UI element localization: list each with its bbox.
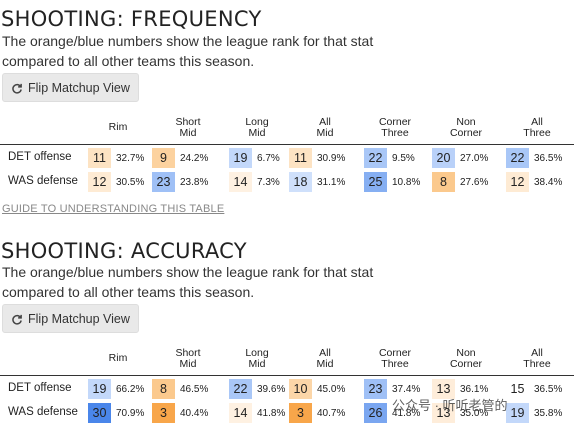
pct-value: 41.8%: [392, 408, 421, 419]
pct-value: 70.9%: [116, 408, 145, 419]
rank-cell: 22: [506, 148, 529, 168]
frequency-subtitle: The orange/blue numbers show the league …: [2, 33, 374, 69]
watermark: 公众号 · 听听老管的: [392, 398, 508, 413]
pct-value: 66.2%: [116, 384, 145, 395]
rank-cell: 23: [364, 379, 387, 399]
rank-cell: 25: [364, 172, 387, 192]
pct-value: 6.7%: [257, 153, 280, 164]
pct-value: 24.2%: [180, 153, 209, 164]
column-header: All Three: [523, 347, 551, 370]
flip-matchup-label: Flip Matchup View: [28, 80, 130, 95]
pct-value: 38.4%: [534, 177, 563, 188]
flip-matchup-button[interactable]: Flip Matchup View: [2, 304, 139, 333]
row-label: WAS defense: [8, 406, 78, 418]
column-header: Short Mid: [175, 116, 201, 139]
rank-cell: 30: [88, 403, 111, 423]
pct-value: 45.0%: [317, 384, 346, 395]
flip-matchup-button[interactable]: Flip Matchup View: [2, 73, 139, 102]
pct-value: 27.0%: [460, 153, 489, 164]
rank-cell: 14: [229, 172, 252, 192]
pct-value: 27.6%: [460, 177, 489, 188]
pct-value: 31.1%: [317, 177, 346, 188]
column-header: Non Corner: [449, 116, 483, 139]
column-header: All Mid: [316, 116, 334, 139]
column-header: Non Corner: [449, 347, 483, 370]
rank-cell: 3: [152, 403, 175, 423]
pct-value: 32.7%: [116, 153, 145, 164]
pct-value: 46.5%: [180, 384, 209, 395]
pct-value: 40.7%: [317, 408, 346, 419]
rank-cell: 3: [289, 403, 312, 423]
pct-value: 10.8%: [392, 177, 421, 188]
pct-value: 35.0%: [460, 408, 489, 419]
rank-cell: 11: [88, 148, 111, 168]
refresh-icon: [11, 313, 23, 325]
pct-value: 39.6%: [257, 384, 286, 395]
rank-cell: 10: [289, 379, 312, 399]
column-header: Long Mid: [245, 347, 269, 370]
rank-cell: 13: [432, 379, 455, 399]
column-header: Corner Three: [378, 347, 412, 370]
pct-value: 30.5%: [116, 177, 145, 188]
rank-cell: 20: [432, 148, 455, 168]
pct-value: 36.1%: [460, 384, 489, 395]
column-header: Corner Three: [378, 116, 412, 139]
pct-value: 30.9%: [317, 153, 346, 164]
rank-cell: 22: [229, 379, 252, 399]
rank-cell: 19: [88, 379, 111, 399]
column-header: Rim: [108, 121, 128, 133]
pct-value: 7.3%: [257, 177, 280, 188]
accuracy-subtitle: The orange/blue numbers show the league …: [2, 264, 374, 300]
flip-matchup-label: Flip Matchup View: [28, 311, 130, 326]
column-header: Short Mid: [175, 347, 201, 370]
row-label: DET offense: [8, 151, 72, 163]
guide-link[interactable]: GUIDE TO UNDERSTANDING THIS TABLE: [2, 203, 225, 215]
rank-cell: 14: [229, 403, 252, 423]
column-header: All Three: [523, 116, 551, 139]
rank-cell: 26: [364, 403, 387, 423]
row-label: WAS defense: [8, 175, 78, 187]
rank-cell: 19: [506, 403, 529, 423]
rank-cell: 8: [152, 379, 175, 399]
header-divider: [0, 375, 574, 376]
frequency-title: SHOOTING: FREQUENCY: [1, 7, 262, 31]
rank-cell: 13: [432, 403, 455, 423]
header-divider: [0, 144, 574, 145]
rank-cell: 11: [289, 148, 312, 168]
rank-cell: 19: [229, 148, 252, 168]
pct-value: 36.5%: [534, 384, 563, 395]
rank-cell: 12: [506, 172, 529, 192]
pct-value: 41.8%: [257, 408, 286, 419]
column-header: Long Mid: [245, 116, 269, 139]
row-label: DET offense: [8, 382, 72, 394]
column-header: All Mid: [316, 347, 334, 370]
rank-cell: 15: [506, 379, 529, 399]
pct-value: 23.8%: [180, 177, 209, 188]
rank-cell: 22: [364, 148, 387, 168]
rank-cell: 9: [152, 148, 175, 168]
pct-value: 35.8%: [534, 408, 563, 419]
rank-cell: 12: [88, 172, 111, 192]
column-header: Rim: [108, 352, 128, 364]
pct-value: 37.4%: [392, 384, 421, 395]
refresh-icon: [11, 82, 23, 94]
pct-value: 36.5%: [534, 153, 563, 164]
accuracy-title: SHOOTING: ACCURACY: [1, 239, 247, 263]
rank-cell: 18: [289, 172, 312, 192]
rank-cell: 8: [432, 172, 455, 192]
rank-cell: 23: [152, 172, 175, 192]
pct-value: 40.4%: [180, 408, 209, 419]
pct-value: 9.5%: [392, 153, 415, 164]
